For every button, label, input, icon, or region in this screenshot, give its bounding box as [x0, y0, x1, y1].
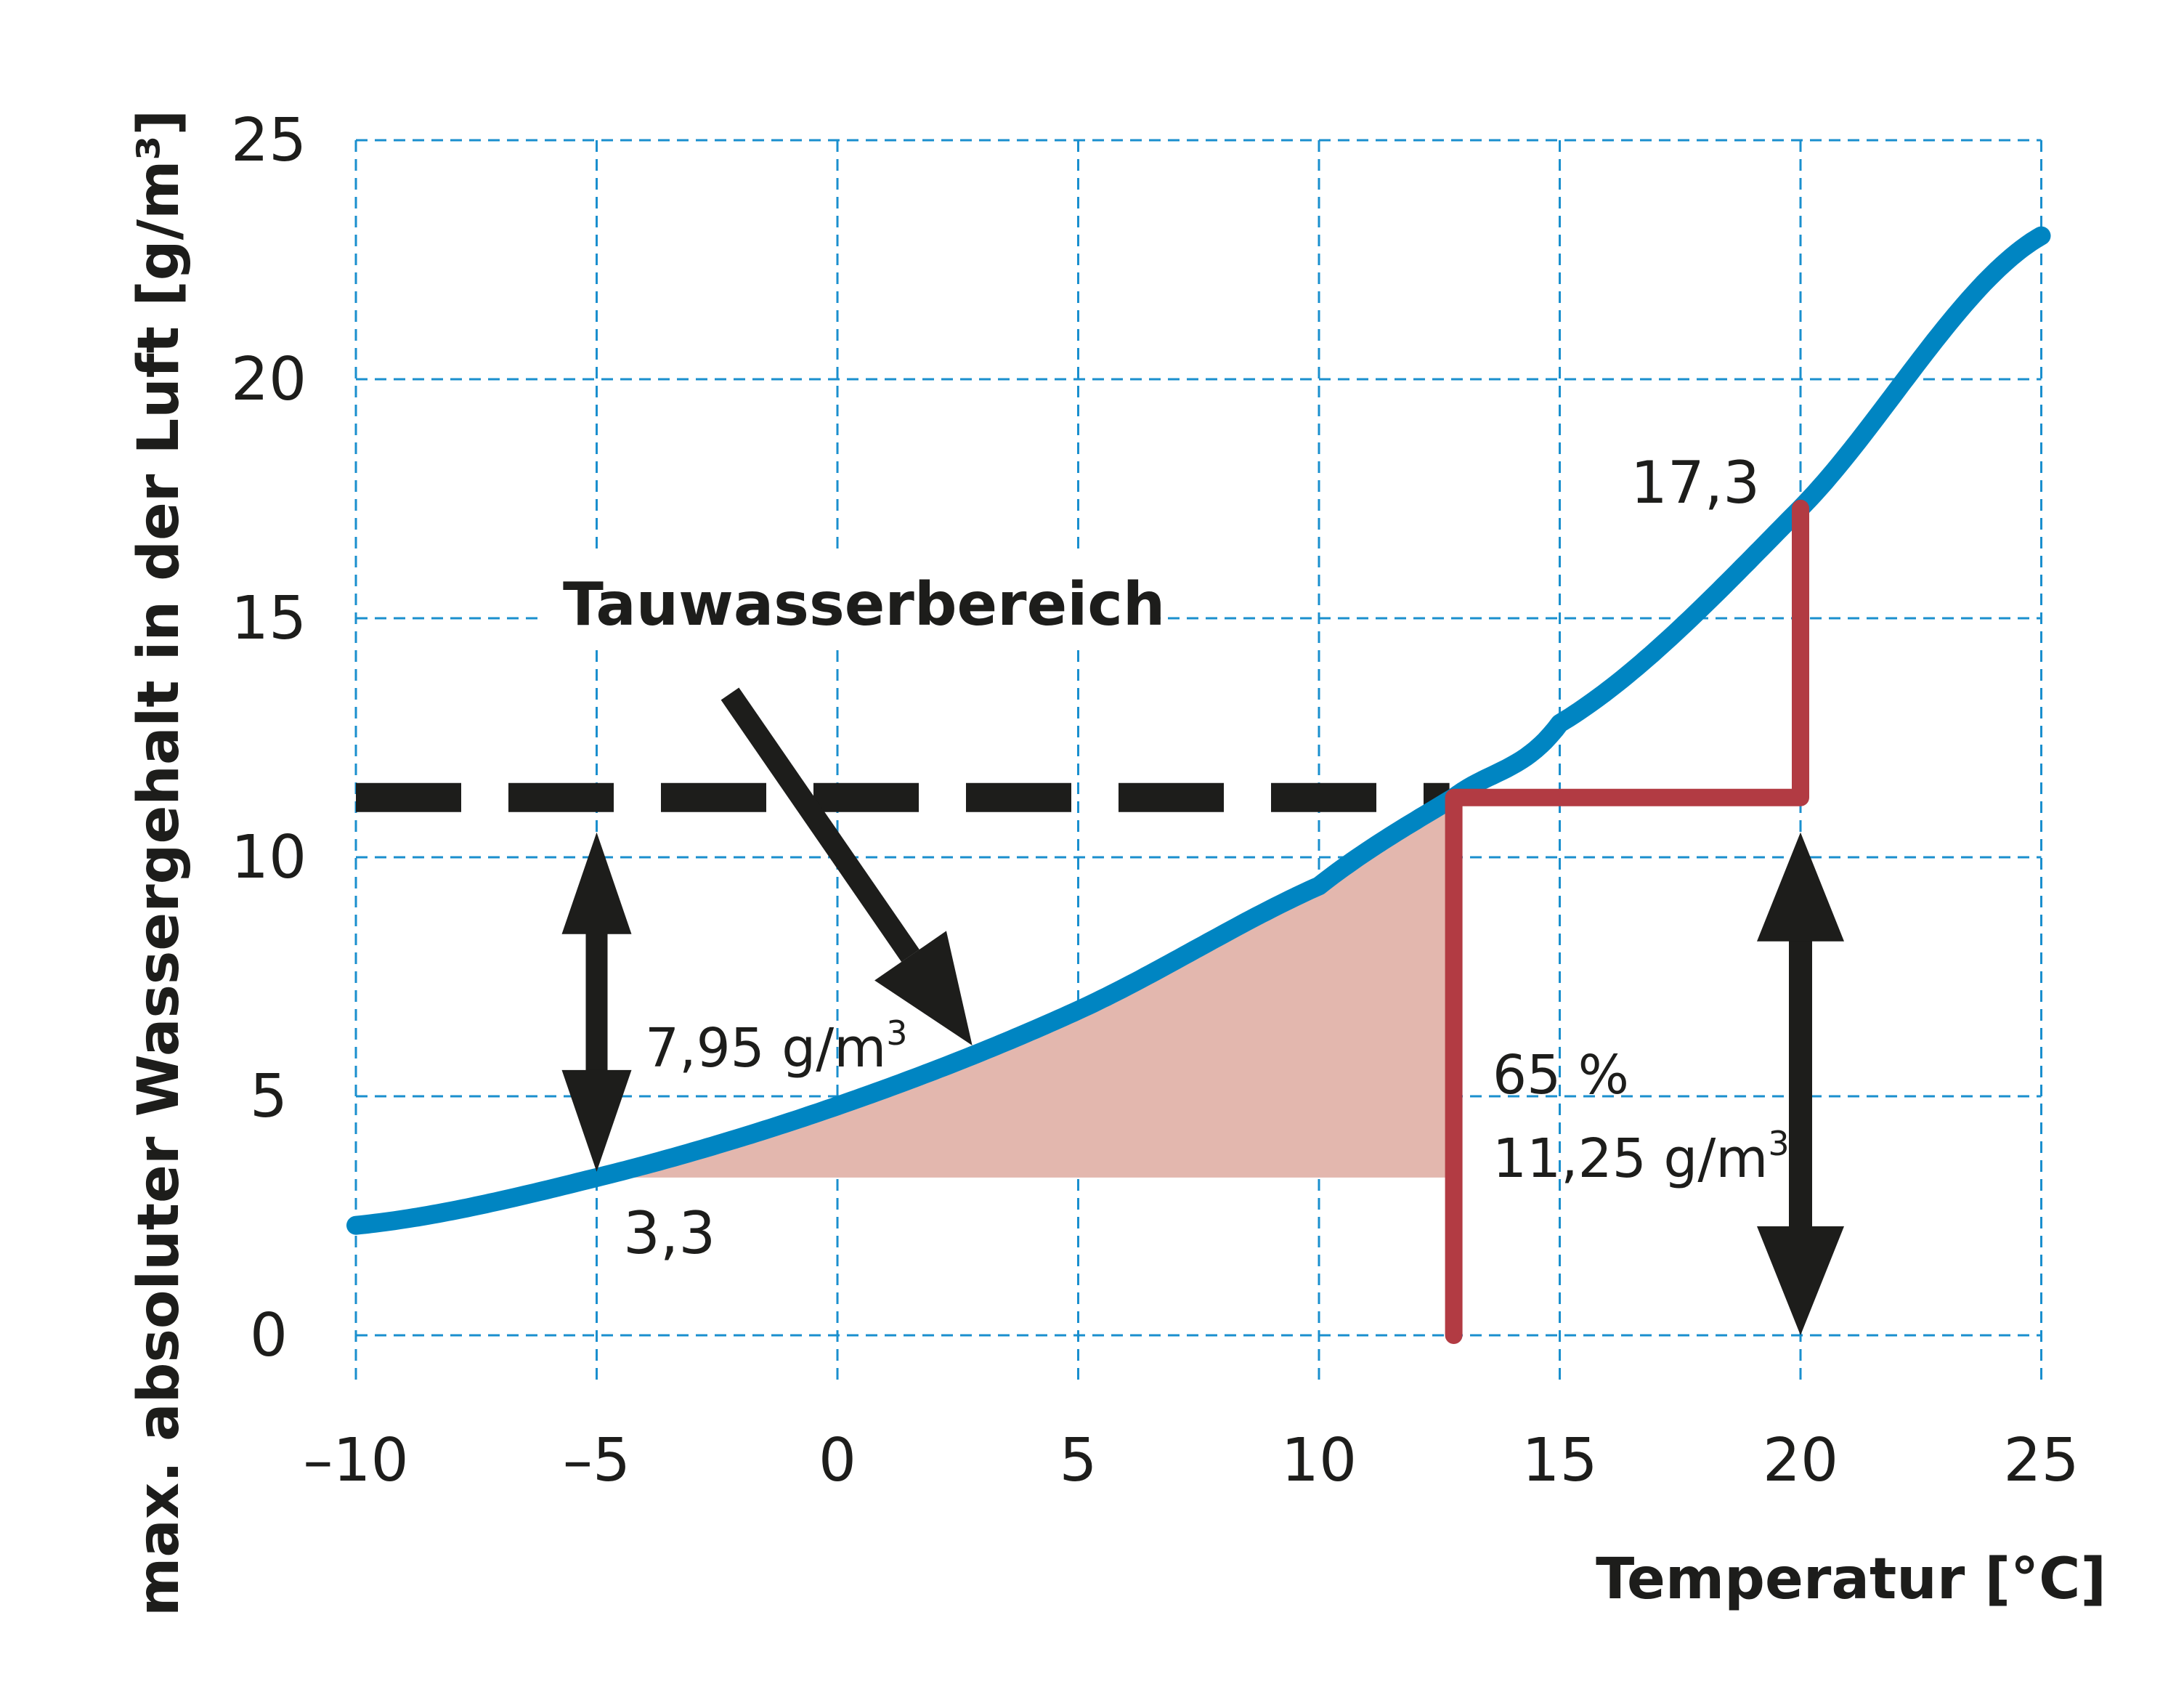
diff-label-left-text: 7,95 g/m	[645, 1017, 886, 1080]
x-tick-label: –10	[303, 1426, 408, 1495]
tauwasserbereich-label: Tauwasserbereich	[563, 570, 1165, 639]
arrow-right-double-shaft	[1789, 937, 1812, 1230]
diff-label-left: 7,95 g/m3	[645, 1013, 908, 1080]
x-tick-label: 20	[1763, 1426, 1838, 1495]
tick-label-layer: –10 –5 0 5 10 15 20 25 0 5 10 15 20 25	[231, 106, 2079, 1495]
abs-value-label-superscript: 3	[1768, 1124, 1789, 1163]
arrow-left-double-head-top	[561, 832, 632, 934]
y-tick-label: 5	[250, 1062, 288, 1131]
x-tick-label: 10	[1281, 1426, 1357, 1495]
arrow-layer	[561, 687, 1844, 1335]
value-3-3-label: 3,3	[623, 1199, 715, 1267]
x-tick-label: –5	[563, 1426, 630, 1495]
arrow-tauwasser-shaft	[720, 687, 920, 962]
y-tick-label: 20	[231, 345, 307, 414]
condensation-area-layer	[596, 797, 1454, 1178]
tauwasserbereich-label-background	[545, 556, 1155, 650]
y-tick-label: 10	[231, 823, 307, 892]
x-axis-title: Temperatur [°C]	[1596, 1547, 2106, 1612]
x-tick-label: 25	[2003, 1426, 2079, 1495]
value-17-3-label: 17,3	[1631, 449, 1760, 517]
y-axis-title: max. absoluter Wassergehalt in der Luft …	[126, 110, 192, 1616]
curve-layer	[346, 226, 2051, 1235]
dew-path-layer	[1445, 499, 1809, 1344]
arrow-right-double-head-top	[1757, 832, 1844, 942]
diff-label-left-superscript: 3	[886, 1013, 907, 1053]
abs-value-label-text: 11,25 g/m	[1493, 1128, 1768, 1190]
humidity-percent-label: 65 %	[1493, 1044, 1629, 1106]
x-tick-label: 5	[1059, 1426, 1097, 1495]
abs-value-label: 11,25 g/m3	[1493, 1124, 1790, 1190]
dew-point-path	[1445, 499, 1809, 1344]
y-tick-label: 0	[250, 1301, 288, 1370]
arrow-right-double-head-bottom	[1757, 1226, 1844, 1335]
condensation-area	[596, 797, 1454, 1178]
grid	[354, 139, 2042, 1386]
y-tick-label: 25	[231, 106, 307, 175]
arrow-left-double-head-bottom	[561, 1069, 632, 1172]
arrow-tauwasser-head	[874, 931, 973, 1045]
y-tick-label: 15	[231, 584, 307, 653]
x-tick-label: 15	[1522, 1426, 1597, 1495]
saturation-curve	[346, 226, 2051, 1235]
arrow-left-double-shaft	[585, 930, 608, 1074]
x-tick-label: 0	[819, 1426, 856, 1495]
